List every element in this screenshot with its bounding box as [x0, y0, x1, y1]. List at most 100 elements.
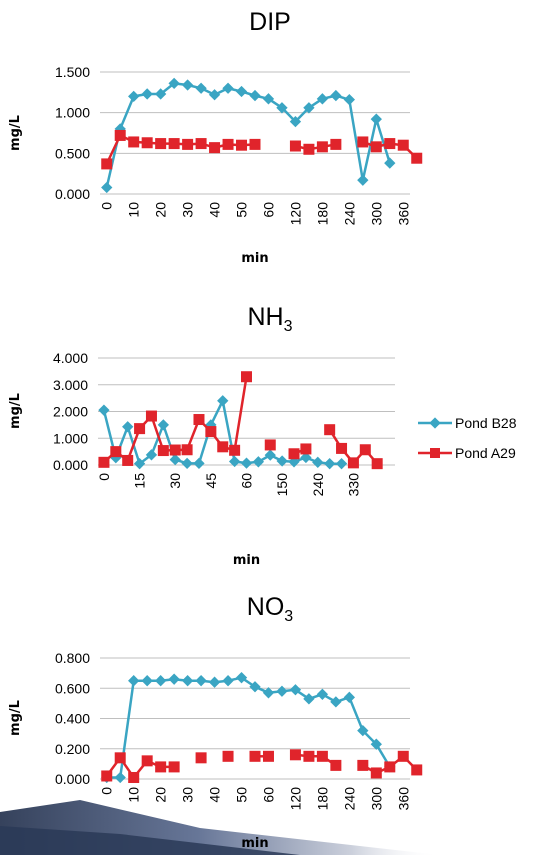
- data-point: [133, 458, 146, 470]
- data-point: [384, 761, 396, 773]
- data-point: [336, 442, 348, 454]
- data-point: [141, 675, 153, 687]
- slide-decoration-ribbon: [0, 800, 440, 855]
- data-point: [169, 444, 181, 456]
- data-point: [141, 755, 153, 767]
- y-tick-label: 2.000: [53, 404, 88, 420]
- legend-label: Pond B28: [455, 415, 517, 431]
- data-point: [324, 458, 336, 470]
- x-tick-label: 45: [203, 473, 219, 489]
- data-point: [316, 141, 328, 153]
- series-line: [106, 676, 391, 779]
- data-point: [312, 456, 324, 468]
- data-point: [98, 456, 110, 468]
- data-point: [357, 174, 369, 186]
- y-tick-label: 0.200: [55, 741, 90, 757]
- data-point: [411, 152, 423, 164]
- data-point: [303, 693, 315, 705]
- data-point: [141, 88, 153, 100]
- y-tick-label: 0.800: [55, 650, 90, 666]
- data-point: [222, 138, 234, 150]
- data-point: [128, 136, 140, 148]
- data-point: [193, 457, 205, 470]
- y-tick-label: 1.000: [53, 430, 88, 446]
- x-tick-label: 30: [180, 202, 196, 218]
- x-tick-label: 150: [274, 473, 290, 497]
- data-point: [101, 770, 113, 782]
- data-point: [114, 752, 126, 764]
- data-point: [145, 449, 158, 461]
- data-point: [168, 138, 180, 150]
- plot-area: 0.000 0.200 0.400 0.600 0.800 0 10 20 30 40 50 60 12…: [8, 650, 423, 851]
- data-point: [134, 423, 146, 435]
- x-tick-label: 240: [341, 202, 357, 226]
- data-point: [181, 444, 193, 456]
- data-point: [324, 424, 336, 436]
- data-point: [384, 138, 396, 150]
- series-line: [295, 753, 337, 767]
- series-pond-a29: [101, 749, 423, 783]
- data-point: [397, 139, 409, 151]
- data-point: [157, 419, 169, 431]
- y-tick-label: 0.000: [55, 771, 90, 787]
- data-point: [370, 113, 382, 125]
- data-point: [128, 771, 140, 783]
- data-point: [101, 181, 113, 194]
- x-tick-label: 60: [260, 787, 276, 803]
- data-point: [343, 93, 356, 106]
- x-tick-label: 0: [99, 787, 115, 795]
- x-tick-label: 40: [207, 202, 223, 218]
- y-tick-label: 4.000: [53, 350, 88, 366]
- data-point: [217, 395, 229, 407]
- data-point: [154, 675, 167, 687]
- data-point: [229, 444, 241, 456]
- chart-title: NO3: [247, 593, 294, 625]
- data-point: [249, 138, 261, 150]
- x-tick-label: 60: [239, 473, 255, 489]
- legend-label: Pond A29: [455, 445, 516, 461]
- data-point: [168, 673, 180, 685]
- data-point: [114, 129, 126, 141]
- data-point: [128, 675, 140, 687]
- y-axis-label: mg/L: [8, 115, 23, 151]
- data-point: [193, 414, 205, 426]
- x-tick-label: 240: [341, 787, 357, 811]
- data-point: [208, 676, 221, 688]
- data-point: [289, 140, 301, 152]
- data-point: [122, 421, 134, 433]
- chart-title: NH3: [247, 303, 292, 335]
- data-point: [357, 759, 369, 771]
- data-point: [145, 410, 157, 422]
- data-point: [240, 457, 253, 469]
- x-tick-label: 0: [99, 202, 115, 210]
- data-point: [300, 443, 312, 455]
- x-tick-label: 50: [234, 202, 250, 218]
- data-point: [181, 457, 193, 470]
- data-point: [222, 750, 234, 762]
- data-point: [114, 771, 126, 784]
- data-point: [384, 157, 396, 169]
- data-point: [128, 90, 140, 103]
- data-point: [330, 759, 342, 771]
- x-tick-label: 40: [207, 787, 223, 803]
- series-line: [105, 82, 391, 188]
- data-point: [195, 138, 207, 150]
- data-point: [155, 138, 167, 150]
- x-tick-label: 300: [368, 787, 384, 811]
- data-point: [303, 143, 315, 155]
- x-tick-label: 180: [314, 202, 330, 226]
- data-point: [155, 761, 167, 773]
- data-point: [276, 455, 288, 467]
- chart-title: DIP: [249, 8, 291, 36]
- y-tick-label: 0.000: [55, 186, 90, 202]
- data-point: [411, 764, 423, 776]
- data-point: [205, 426, 217, 438]
- data-point: [316, 688, 329, 700]
- x-tick-label: 240: [310, 473, 326, 497]
- x-tick-label: 50: [234, 787, 250, 803]
- data-point: [335, 458, 348, 470]
- y-axis-label: mg/L: [8, 393, 23, 429]
- data-point: [264, 449, 276, 461]
- data-point: [208, 89, 221, 101]
